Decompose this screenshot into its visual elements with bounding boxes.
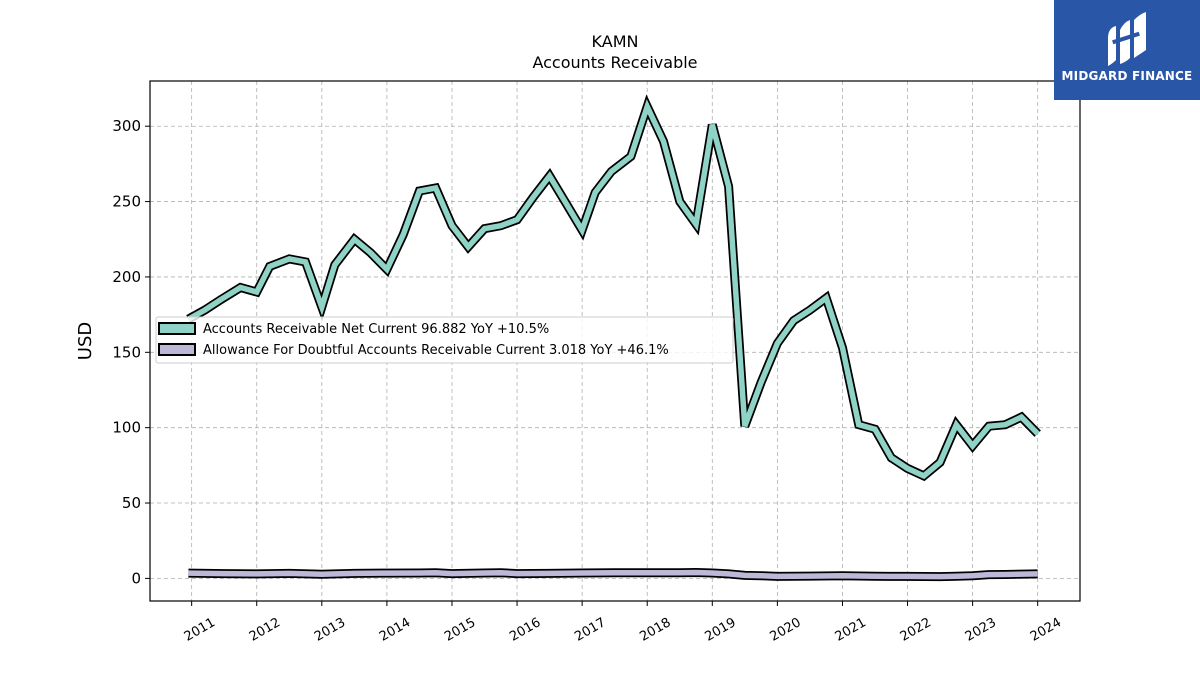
y-tick-label: 50 (122, 494, 141, 512)
series-line (187, 99, 1040, 480)
plot-frame (149, 80, 1081, 602)
chart-subtitle: Accounts Receivable (532, 53, 697, 72)
x-tick-label: 2012 (247, 615, 283, 645)
y-tick-label: 250 (112, 193, 141, 211)
x-tick-label: 2024 (1028, 615, 1064, 645)
x-axis: 2011 2012 2013 2014 2015 2016 2017 2018 2019 2020… (182, 601, 1064, 645)
x-tick-label: 2014 (377, 615, 413, 645)
series-layer (186, 94, 1041, 582)
x-tick-label: 2015 (442, 615, 478, 645)
y-tick-label: 200 (112, 268, 141, 286)
y-axis-label: USD (75, 322, 96, 360)
logo-text: MIDGARD FINANCE (1061, 69, 1193, 83)
x-tick-label: 2020 (768, 615, 804, 645)
legend-label-allowance: Allowance For Doubtful Accounts Receivab… (203, 343, 669, 358)
y-tick-label: 300 (112, 117, 141, 135)
legend-swatch-allowance (158, 343, 196, 356)
legend-label-net: Accounts Receivable Net Current 96.882 Y… (203, 322, 549, 337)
x-tick-label: 2023 (963, 615, 999, 645)
series-line (188, 569, 1038, 580)
x-tick-label: 2016 (507, 615, 543, 645)
x-tick-label: 2019 (702, 615, 738, 645)
y-tick-label: 0 (131, 569, 141, 587)
x-tick-label: 2011 (182, 615, 218, 645)
x-tick-label: 2021 (833, 615, 869, 645)
y-tick-label: 100 (112, 419, 141, 437)
series-allowance-doubtful (188, 567, 1038, 582)
series-net-current (186, 94, 1041, 482)
y-axis: 0 50 100 150 200 250 300 (112, 117, 150, 587)
x-tick-label: 2018 (637, 615, 673, 645)
legend-frame (155, 316, 734, 364)
legend: Accounts Receivable Net Current 96.882 Y… (155, 316, 734, 364)
x-tick-label: 2022 (898, 615, 934, 645)
y-tick-label: 150 (112, 343, 141, 361)
x-tick-label: 2013 (312, 615, 348, 645)
logo-mark-icon (1108, 12, 1146, 66)
chart-title: KAMN (592, 32, 639, 51)
brand-logo: MIDGARD FINANCE (1054, 0, 1200, 100)
legend-swatch-net (158, 322, 196, 335)
x-tick-label: 2017 (572, 615, 608, 645)
